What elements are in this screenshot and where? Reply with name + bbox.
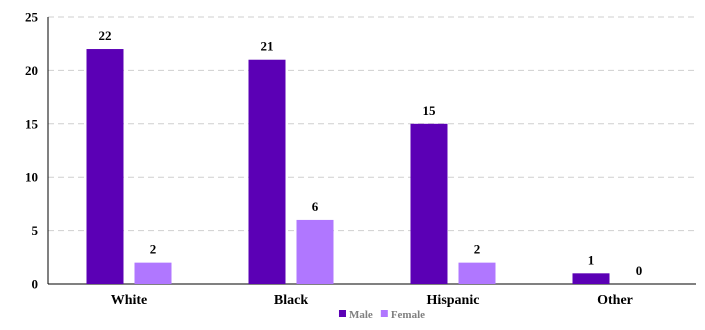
bar-female-hispanic	[458, 262, 496, 284]
y-tick-label: 15	[25, 116, 39, 131]
y-tick-label: 20	[25, 63, 38, 78]
x-category-label: White	[111, 293, 148, 308]
data-label: 22	[99, 28, 112, 43]
data-label: 2	[150, 242, 157, 257]
bar-male-other	[572, 273, 610, 284]
data-label: 2	[474, 242, 481, 257]
bar-female-white	[134, 262, 172, 284]
legend-label-male: Male	[349, 309, 373, 321]
legend-label-female: Female	[391, 309, 425, 321]
data-label: 1	[588, 252, 595, 267]
bar-male-white	[86, 49, 124, 284]
legend-swatch-female	[380, 310, 388, 317]
data-label: 15	[423, 103, 437, 118]
data-label: 6	[312, 199, 319, 214]
data-label: 21	[261, 39, 274, 54]
x-category-label: Hispanic	[427, 293, 480, 308]
x-category-label: Black	[274, 293, 308, 308]
y-tick-label: 0	[32, 277, 39, 292]
bar-female-black	[296, 219, 334, 284]
y-tick-label: 5	[32, 223, 39, 238]
data-label: 0	[636, 263, 643, 278]
x-category-label: Other	[597, 293, 633, 308]
bar-male-black	[248, 59, 286, 284]
bar-male-hispanic	[410, 123, 448, 284]
y-tick-label: 25	[25, 10, 39, 25]
legend-swatch-male	[338, 310, 346, 317]
y-tick-label: 10	[25, 170, 38, 185]
